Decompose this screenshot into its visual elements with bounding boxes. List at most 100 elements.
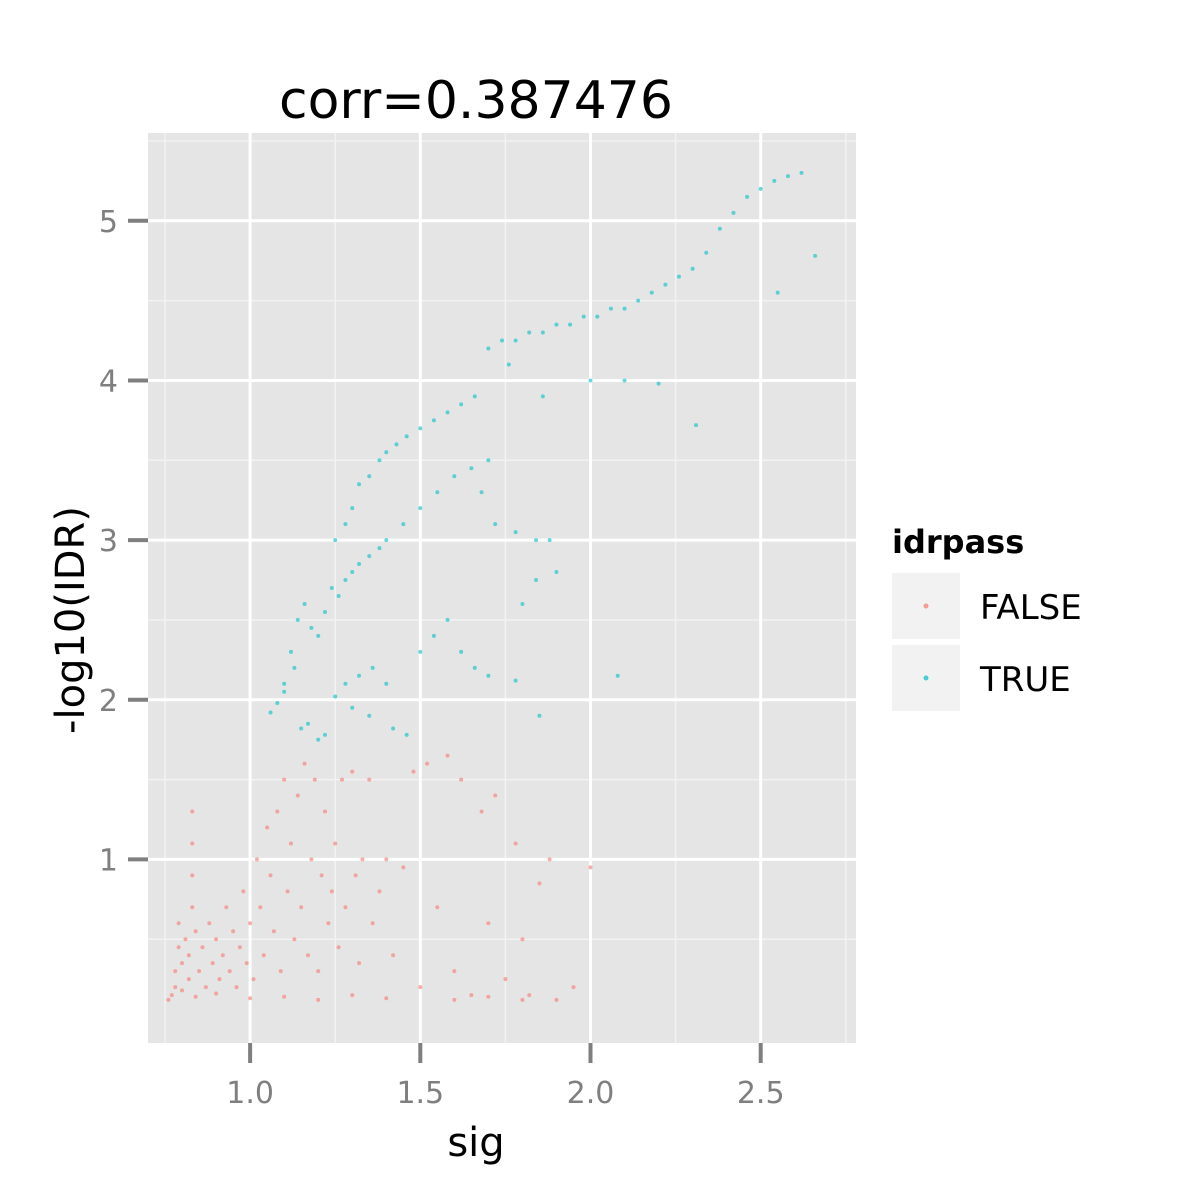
point-false xyxy=(173,985,178,990)
point-true xyxy=(772,178,777,183)
point-false xyxy=(367,777,372,782)
point-true xyxy=(384,450,389,455)
point-false xyxy=(459,777,464,782)
point-true xyxy=(615,673,620,678)
point-false xyxy=(425,761,430,766)
point-false xyxy=(336,945,341,950)
point-true xyxy=(486,346,491,351)
point-false xyxy=(353,873,358,878)
point-true xyxy=(622,378,627,383)
point-true xyxy=(694,423,699,428)
legend-swatch-true xyxy=(923,675,929,681)
point-false xyxy=(275,809,280,814)
point-false xyxy=(268,873,273,878)
point-false xyxy=(309,857,314,862)
point-false xyxy=(401,865,406,870)
point-true xyxy=(384,538,389,543)
point-true xyxy=(656,381,661,386)
y-axis-ticks: 1 2 3 4 5 xyxy=(99,205,148,878)
point-true xyxy=(704,250,709,255)
legend-label-true: TRUE xyxy=(979,660,1071,700)
point-true xyxy=(357,562,362,567)
point-false xyxy=(254,857,259,862)
point-true xyxy=(377,458,382,463)
point-false xyxy=(520,937,525,942)
point-false xyxy=(292,937,297,942)
point-true xyxy=(343,681,348,686)
point-false xyxy=(193,929,198,934)
point-true xyxy=(520,601,525,606)
chart-title: corr=0.387476 xyxy=(279,71,673,131)
point-true xyxy=(302,601,307,606)
y-tick-label: 3 xyxy=(99,524,118,559)
point-false xyxy=(350,769,355,774)
point-false xyxy=(186,953,191,958)
point-false xyxy=(227,969,232,974)
point-false xyxy=(418,985,423,990)
point-false xyxy=(197,969,202,974)
point-true xyxy=(333,538,338,543)
point-true xyxy=(377,546,382,551)
point-true xyxy=(622,306,627,311)
point-true xyxy=(275,700,280,705)
point-false xyxy=(316,969,321,974)
point-true xyxy=(394,442,399,447)
point-false xyxy=(224,905,229,910)
point-false xyxy=(350,993,355,998)
point-true xyxy=(775,290,780,295)
point-false xyxy=(285,889,290,894)
point-true xyxy=(336,593,341,598)
point-false xyxy=(343,905,348,910)
point-true xyxy=(581,314,586,319)
point-true xyxy=(384,681,389,686)
point-false xyxy=(169,993,174,998)
point-true xyxy=(554,570,559,575)
point-true xyxy=(493,522,498,527)
point-true xyxy=(431,633,436,638)
point-true xyxy=(731,210,736,215)
point-true xyxy=(404,732,409,737)
point-false xyxy=(527,993,532,998)
point-false xyxy=(299,905,304,910)
point-false xyxy=(248,996,253,1001)
point-false xyxy=(176,945,181,950)
point-false xyxy=(302,761,307,766)
point-true xyxy=(343,522,348,527)
y-tick-label: 5 xyxy=(99,205,118,240)
point-false xyxy=(357,961,362,966)
point-true xyxy=(813,253,818,258)
point-true xyxy=(323,732,327,737)
point-false xyxy=(384,857,389,862)
point-true xyxy=(418,426,423,431)
point-false xyxy=(445,753,450,758)
point-true xyxy=(367,554,372,559)
point-true xyxy=(785,174,790,179)
point-false xyxy=(295,793,300,798)
point-true xyxy=(316,737,321,742)
point-false xyxy=(186,977,191,982)
point-false xyxy=(244,961,249,966)
point-false xyxy=(190,809,195,814)
point-false xyxy=(377,889,382,894)
point-true xyxy=(343,578,348,583)
legend-title: idrpass xyxy=(892,523,1024,561)
point-true xyxy=(513,338,518,343)
minor-gridlines xyxy=(148,133,856,1043)
point-false xyxy=(251,977,256,982)
point-true xyxy=(513,678,518,683)
point-false xyxy=(200,945,205,950)
point-false xyxy=(214,991,219,996)
point-true xyxy=(459,649,464,654)
point-false xyxy=(323,809,327,814)
point-false xyxy=(282,777,287,782)
point-true xyxy=(431,418,436,423)
point-true xyxy=(309,625,314,630)
point-false xyxy=(479,809,484,814)
point-true xyxy=(445,410,450,415)
point-true xyxy=(649,290,654,295)
point-true xyxy=(305,721,310,726)
point-true xyxy=(452,474,457,479)
point-false xyxy=(180,961,185,966)
point-true xyxy=(435,490,440,495)
point-false xyxy=(207,921,212,926)
